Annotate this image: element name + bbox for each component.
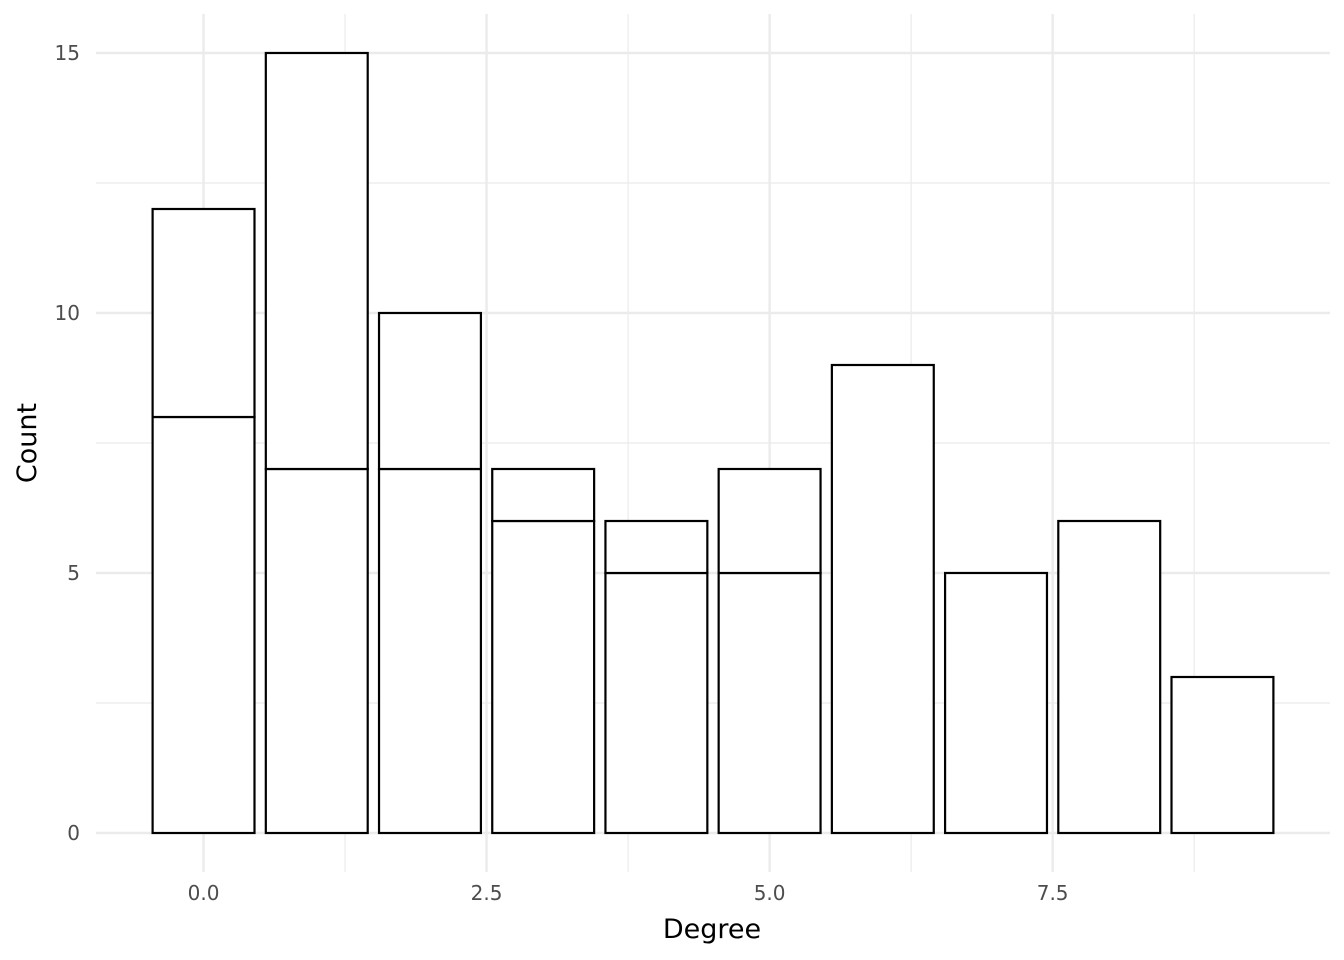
y-tick-labels: 0 5 10 15	[55, 41, 80, 845]
bar-segment	[377, 311, 483, 471]
bars	[151, 51, 1275, 835]
bar-segment	[264, 467, 369, 835]
bar-segment	[1170, 675, 1275, 835]
y-tick-label: 5	[67, 561, 80, 585]
bar-segment	[151, 207, 256, 419]
x-tick-label: 0.0	[188, 881, 220, 905]
bar-segment	[491, 519, 596, 835]
y-axis-title: Count	[12, 403, 43, 483]
x-tick-label: 5.0	[754, 881, 786, 905]
y-tick-label: 10	[55, 301, 80, 325]
bar-segment	[377, 467, 483, 835]
x-tick-label: 2.5	[471, 881, 503, 905]
bar-segment	[717, 571, 822, 835]
bar-segment	[943, 571, 1049, 835]
bar-segment	[491, 467, 596, 523]
y-tick-label: 15	[55, 41, 80, 65]
x-tick-label: 7.5	[1037, 881, 1069, 905]
bar-segment	[264, 51, 369, 471]
bar-segment	[151, 415, 256, 835]
x-tick-labels: 0.0 2.5 5.0 7.5	[188, 881, 1069, 905]
x-axis-title: Degree	[663, 914, 761, 945]
bar-segment	[1057, 519, 1162, 835]
y-tick-label: 0	[67, 821, 80, 845]
bar-segment	[830, 363, 935, 835]
bar-segment	[717, 467, 822, 575]
bar-segment	[604, 571, 709, 835]
bar-segment	[604, 519, 709, 575]
